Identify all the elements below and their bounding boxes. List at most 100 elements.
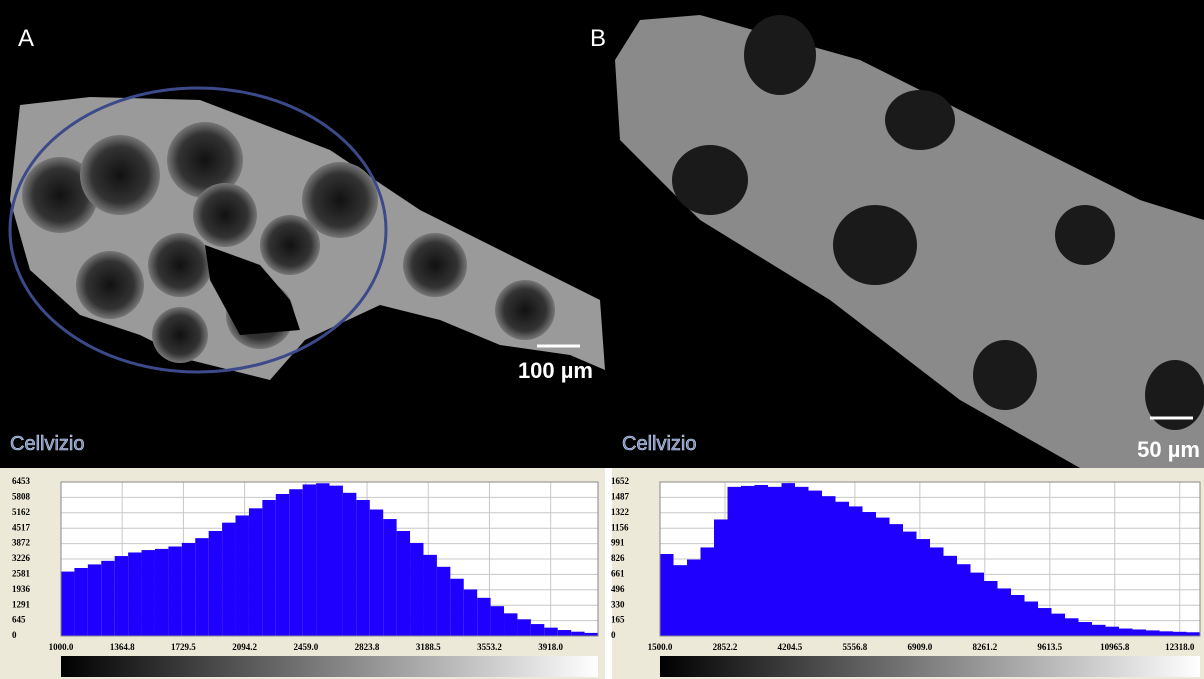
bar [903,532,917,636]
x-tick-label: 3918.0 [538,642,563,652]
bar [795,487,809,636]
bar [1011,595,1025,636]
bar [755,485,769,636]
x-tick-label: 12318.0 [1165,642,1195,652]
x-tick-label: 2852.2 [713,642,738,652]
bar [1146,630,1160,636]
x-tick-label: 8261.2 [972,642,997,652]
x-tick-label: 10965.8 [1100,642,1130,652]
bar [491,606,504,636]
bar [343,493,356,636]
bar [998,588,1012,636]
bar [782,483,796,636]
bar [768,487,782,636]
bar [930,547,944,636]
bar [262,500,275,636]
bar [984,581,998,636]
bar [61,572,74,636]
x-tick-label: 2459.0 [293,642,318,652]
bar [1079,622,1093,636]
bar [836,502,850,636]
bar [182,543,195,636]
x-tick-label: 1729.5 [171,642,196,652]
x-tick-label: 6909.0 [907,642,932,652]
bar [558,630,571,636]
bar [849,506,863,636]
gray-scale [61,656,598,677]
y-tick-label: 1936 [12,584,31,594]
bar [1038,608,1052,636]
x-tick-label: 2094.2 [232,642,257,652]
bar [276,494,289,636]
bar [544,628,557,636]
bar [1025,602,1039,636]
bar [1092,625,1106,636]
bar [876,518,890,636]
bar [410,543,423,636]
bar [1187,632,1201,636]
bar [115,556,128,636]
bar [822,496,836,636]
bar [209,531,222,636]
bar [289,489,302,636]
bar [701,547,715,636]
bar [531,624,544,636]
bar [383,519,396,636]
bar [356,500,369,636]
bar [1173,632,1187,636]
bar [674,565,688,636]
x-tick-label: 4204.5 [778,642,803,652]
figure: A B 100 µm 50 µm Cellvizio Cellvizio 064… [0,0,1204,679]
panel-label: B [590,25,606,52]
bar [890,524,904,636]
bar [370,510,383,636]
x-tick-label: 1364.8 [110,642,135,652]
bar [728,487,742,636]
x-tick-label: 9613.5 [1037,642,1062,652]
bar [142,550,155,636]
y-tick-label: 1156 [611,522,629,532]
y-tick-label: 0 [611,630,616,640]
y-tick-label: 5162 [12,507,31,517]
bar [971,573,985,636]
bar [88,564,101,636]
bar [195,538,208,636]
bar [330,486,343,636]
y-tick-label: 5808 [12,491,31,501]
bar [423,555,436,636]
bar [687,560,701,636]
bar [101,561,114,636]
y-tick-label: 6453 [12,476,31,486]
bar [249,508,262,636]
x-tick-label: 3553.2 [477,642,502,652]
x-tick-label: 3188.5 [416,642,441,652]
y-tick-label: 661 [611,568,625,578]
bar [222,523,235,636]
scale-bar-label: 100 µm [518,358,593,383]
y-tick-label: 3226 [12,553,31,563]
x-tick-label: 2823.8 [355,642,380,652]
y-tick-label: 645 [12,615,26,625]
bar [155,549,168,636]
bar [74,568,87,636]
bar [660,554,674,636]
bar [957,564,971,636]
bar [809,491,823,636]
bar [504,613,517,636]
bar [1106,627,1120,636]
bar [714,519,728,636]
y-tick-label: 2581 [12,568,31,578]
bar [1052,614,1066,636]
gray-scale [660,656,1200,677]
x-tick-label: 5556.8 [843,642,868,652]
x-tick-label: 1000.0 [49,642,74,652]
panel-label: A [18,25,34,52]
y-tick-label: 1322 [611,507,630,517]
scale-bar-label: 50 µm [1137,437,1200,462]
y-tick-label: 991 [611,538,625,548]
bar [397,531,410,636]
bar [1160,631,1174,636]
bar [741,486,755,636]
y-tick-label: 1291 [12,599,31,609]
bar [1119,629,1133,636]
